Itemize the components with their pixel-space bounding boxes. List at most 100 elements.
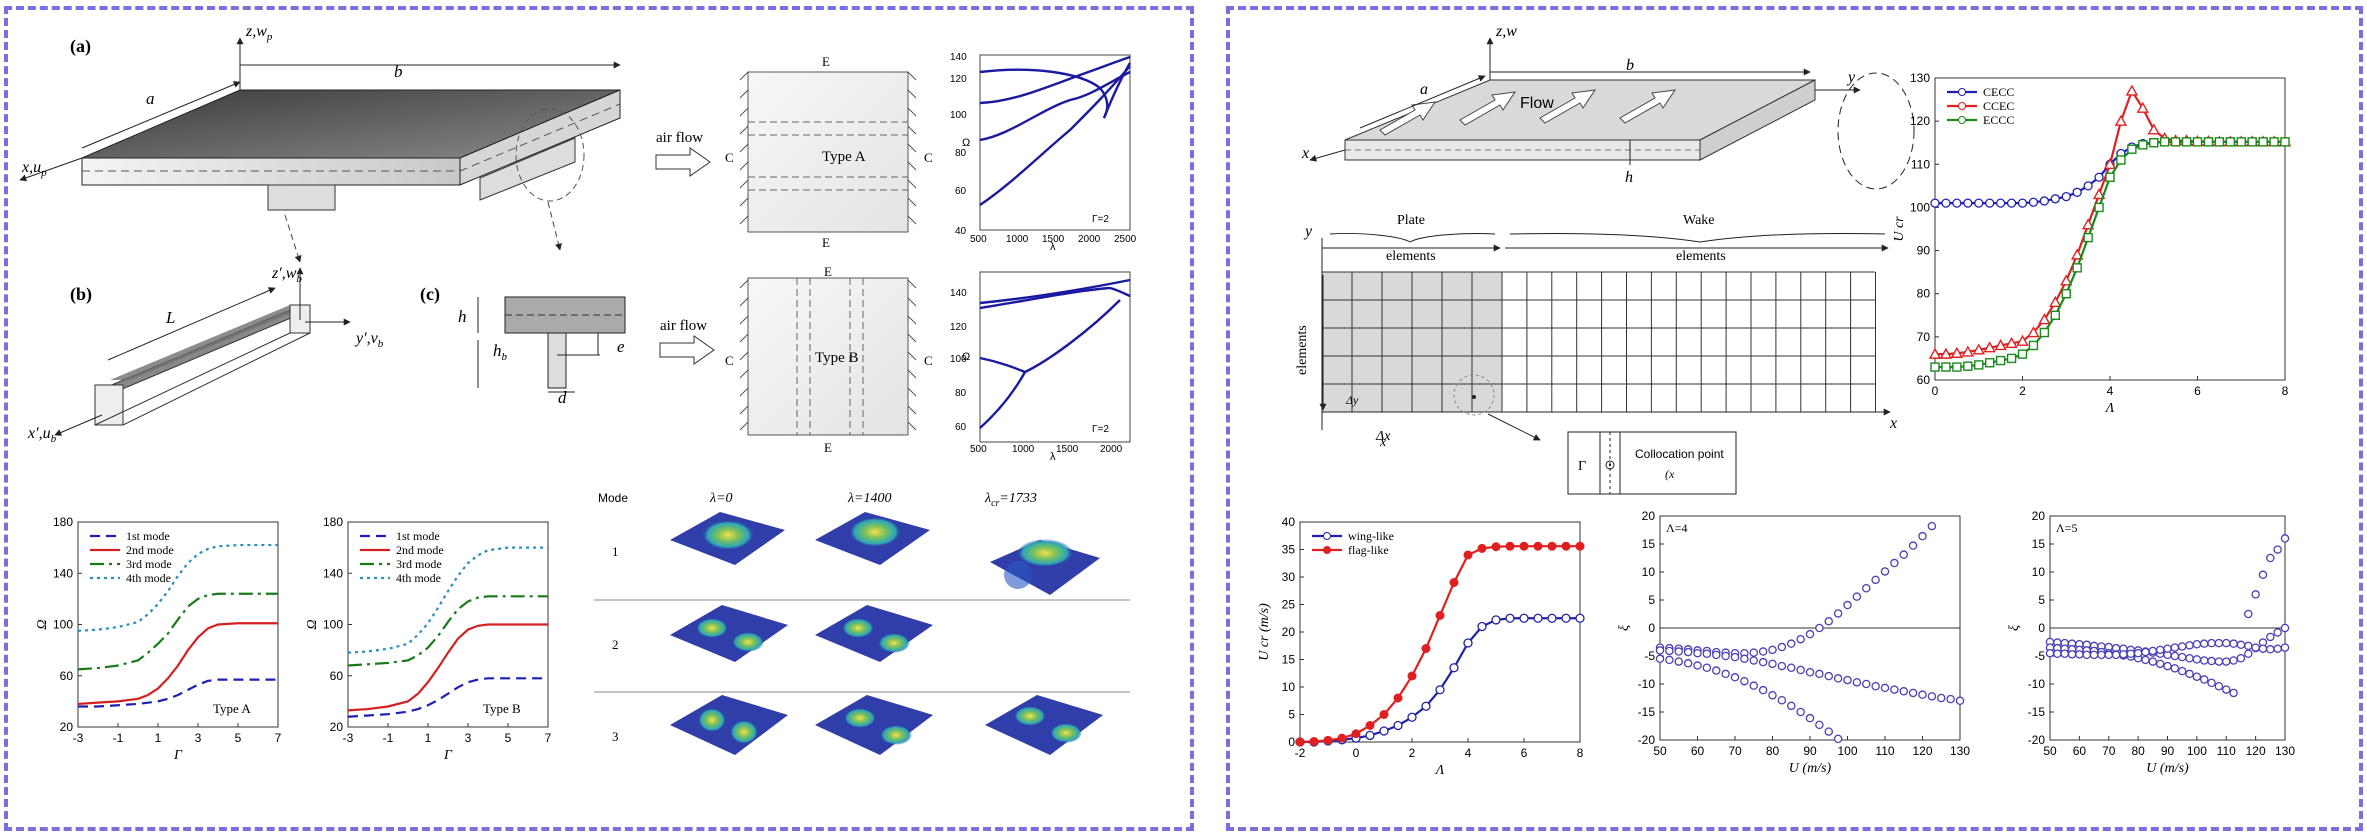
flow-dim-a: a	[1420, 81, 1428, 98]
chart-xi-lambda4-series-0-point	[1833, 609, 1843, 618]
chart-ucr-lambda-xtick-label: 6	[2194, 384, 2201, 398]
chart-xi-lambda5-series-1-point	[2192, 672, 2202, 681]
chart-xi-lambda5-xtick-label: 90	[2161, 744, 2175, 758]
chart-xi-lambda4-series-1-point	[1824, 671, 1834, 681]
beam-dim-L: L	[165, 308, 175, 327]
chart-ucr-lambda-series-2-point	[2170, 137, 2181, 147]
chart-xi-lambda4-series-1-point	[1927, 692, 1937, 701]
chart-ucr-lambda-series-2-point	[2138, 140, 2148, 150]
chart-type-b-xlabel: Γ	[443, 748, 453, 763]
chart-type-b-xtick-label: -1	[383, 731, 394, 745]
mini-chart-b-xlabel: λ	[1050, 451, 1056, 463]
vortex-grid	[1319, 232, 1891, 495]
chart-xi-lambda5-series-2-point	[2163, 644, 2172, 653]
chart-xi-lambda4-series-1-point	[1833, 674, 1843, 683]
chart-ucr-lambda-series-1-point	[2049, 295, 2062, 308]
chart-type-a-ytick-label: 140	[53, 566, 73, 580]
chart-xi-lambda5-series-0-point	[2236, 653, 2246, 663]
chart-ucr-wing-flag-ytick-label: 30	[1282, 570, 1296, 584]
label-a: (a)	[70, 36, 91, 57]
chart-xi-lambda5-series-0-point	[2273, 628, 2282, 637]
type-a-panel	[739, 71, 917, 233]
chart-ucr-lambda-frame	[1934, 77, 2286, 381]
chart-ucr-lambda-xlabel: Λ	[2104, 401, 2115, 416]
chart-ucr-lambda-series-2-point	[2127, 144, 2137, 154]
chart-xi-lambda4-series-1-point	[1937, 693, 1946, 703]
collocation-gamma: Γ	[1578, 459, 1586, 474]
chart-type-b-note: Type B	[483, 701, 521, 716]
chart-xi-lambda4-series-2-point	[1758, 685, 1768, 695]
chart-type-a-series-0-line	[78, 678, 278, 708]
chart-ucr-wing-flag-series-1-point	[1505, 541, 1515, 551]
chart-ucr-lambda-series-1-point	[1961, 345, 1975, 357]
chart-xi-lambda5-series-3-point	[2244, 609, 2253, 619]
chart-ucr-wing-flag-xtick-label: 0	[1353, 746, 1360, 760]
chart-type-a-ytick-label: 60	[60, 669, 74, 683]
chart-xi-lambda5-series-1-point	[2199, 675, 2209, 684]
label-c: (c)	[420, 284, 440, 305]
chart-xi-lambda4-series-2-point	[1730, 673, 1740, 682]
chart-xi-lambda5-xlabel: U (m/s)	[2146, 761, 2189, 776]
chart-xi-lambda4-series-0-point	[1777, 642, 1787, 652]
flow-axis-x: x	[1301, 145, 1309, 162]
chart-ucr-lambda-ytick-label: 90	[1917, 244, 1931, 258]
type-b-edge-top: E	[824, 264, 832, 279]
modes-header-l1: λ=1400	[847, 491, 892, 506]
chart-ucr-lambda-series-1-point	[2114, 114, 2128, 126]
chart-ucr-lambda-series-2-point	[2149, 138, 2159, 148]
chart-xi-lambda4-series-1-point	[1693, 648, 1702, 658]
flow-axis-y: y	[1846, 69, 1856, 86]
chart-xi-lambda5-series-0-point	[2185, 653, 2194, 663]
chart-xi-lambda4-series-1-point	[1740, 654, 1749, 664]
chart-type-a-frame	[77, 521, 279, 728]
flow-plate-drawing	[1309, 37, 1861, 165]
chart-xi-lambda5-series-2-point	[2229, 639, 2238, 648]
chart-ucr-lambda-legend-marker	[1958, 102, 1966, 110]
mode-shapes	[670, 512, 1103, 755]
chart-type-a-legend-label: 3rd mode	[126, 557, 172, 571]
mini-b-ytick-4: 140	[950, 288, 967, 299]
chart-ucr-wing-flag-series-0-point	[1491, 615, 1501, 625]
chart-ucr-wing-flag-series-1-point	[1547, 541, 1557, 551]
chart-ucr-lambda-xtick-label: 8	[2282, 384, 2289, 398]
chart-xi-lambda5-ylabel: ξ	[2007, 625, 2022, 631]
chart-ucr-lambda-series-2-point	[1984, 358, 1995, 368]
chart-ucr-wing-flag-series-1-point	[1561, 541, 1571, 551]
chart-xi-lambda4-series-1-point	[1749, 656, 1759, 665]
type-b-edge-left: C	[725, 353, 734, 368]
airflow-label-b: air flow	[660, 318, 707, 334]
mini-b-ytick-2: 100	[950, 354, 967, 365]
modes-row-1: 1	[612, 544, 619, 559]
chart-xi-lambda5-ytick-label: 15	[2032, 537, 2046, 551]
chart-xi-lambda4-series-2-point	[1655, 654, 1665, 664]
chart-xi-lambda4-series-2-point	[1693, 661, 1702, 670]
chart-xi-lambda4-series-2-point	[1833, 734, 1843, 744]
chart-xi-lambda4-series-0-point	[1862, 583, 1871, 593]
mini-b-ytick-0: 60	[955, 422, 967, 433]
chart-ucr-wing-flag-series-1-point	[1351, 729, 1361, 739]
chart-ucr-lambda-series-2-point	[1941, 362, 1951, 372]
chart-ucr-lambda-series-2-point	[1952, 362, 1962, 372]
collocation-label: Collocation point	[1635, 447, 1724, 461]
chart-xi-lambda4-xtick-label: 90	[1803, 744, 1817, 758]
chart-ucr-lambda-series-2-point	[2203, 137, 2214, 147]
chart-ucr-wing-flag-series-1-point	[1309, 736, 1319, 746]
chart-ucr-lambda-series-1-point	[2103, 157, 2117, 169]
chart-xi-lambda4-series-1-point	[1674, 647, 1684, 656]
plate-axis-x: x,up	[21, 159, 47, 179]
type-b-label: Type B	[815, 350, 859, 366]
chart-xi-lambda4-series-0-point	[1805, 629, 1815, 639]
chart-type-b-ytick-label: 100	[323, 618, 343, 632]
modes-header-l2: λcr=1733	[984, 491, 1037, 509]
modes-header-mode: Mode	[598, 491, 628, 505]
section-d: d	[558, 388, 567, 407]
chart-xi-lambda4-series-0-point	[1871, 575, 1880, 585]
chart-xi-lambda4-series-1-point	[1946, 694, 1955, 704]
type-a-edge-bottom: E	[822, 235, 830, 250]
chart-ucr-wing-flag-legend-marker	[1323, 532, 1331, 540]
beam-axis-x: x′,ub	[27, 425, 57, 445]
chart-type-b-series-3-line	[347, 546, 548, 654]
